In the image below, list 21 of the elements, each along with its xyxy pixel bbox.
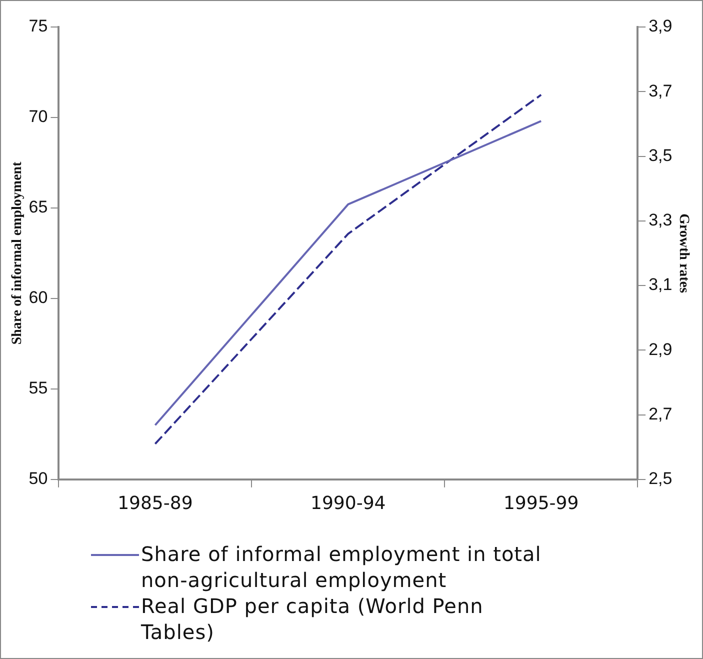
x-tick-label: 1985-89 (118, 492, 193, 514)
y2-tick-label: 3,9 (648, 16, 672, 36)
y2-tick-label: 2,5 (648, 469, 672, 488)
y2-tick-label: 3,5 (648, 146, 672, 165)
y-tick-label: 65 (28, 198, 48, 217)
y2-tick-label: 2,9 (648, 340, 672, 359)
y-tick-label: 50 (28, 469, 48, 488)
y-tick-label: 75 (28, 16, 48, 36)
x-tick-label: 1990-94 (310, 492, 386, 514)
legend-label: Real GDP per capita (World Penn Tables) (141, 593, 484, 645)
y-axis-title: Share of informal employment (10, 161, 26, 345)
y-tick-label: 55 (28, 378, 48, 398)
y2-tick-label: 2,7 (648, 404, 672, 424)
y-tick-label: 60 (28, 288, 48, 308)
y2-tick-label: 3,3 (648, 210, 672, 230)
x-tick-label: 1995-99 (503, 492, 579, 514)
y2-tick-label: 3,1 (648, 275, 672, 294)
y2-axis-title: Growth rates (676, 213, 691, 294)
y-tick-label: 70 (28, 107, 48, 126)
legend-label: Share of informal employment in total non-agricultural employment (141, 541, 542, 593)
y2-tick-label: 3,7 (648, 81, 672, 100)
